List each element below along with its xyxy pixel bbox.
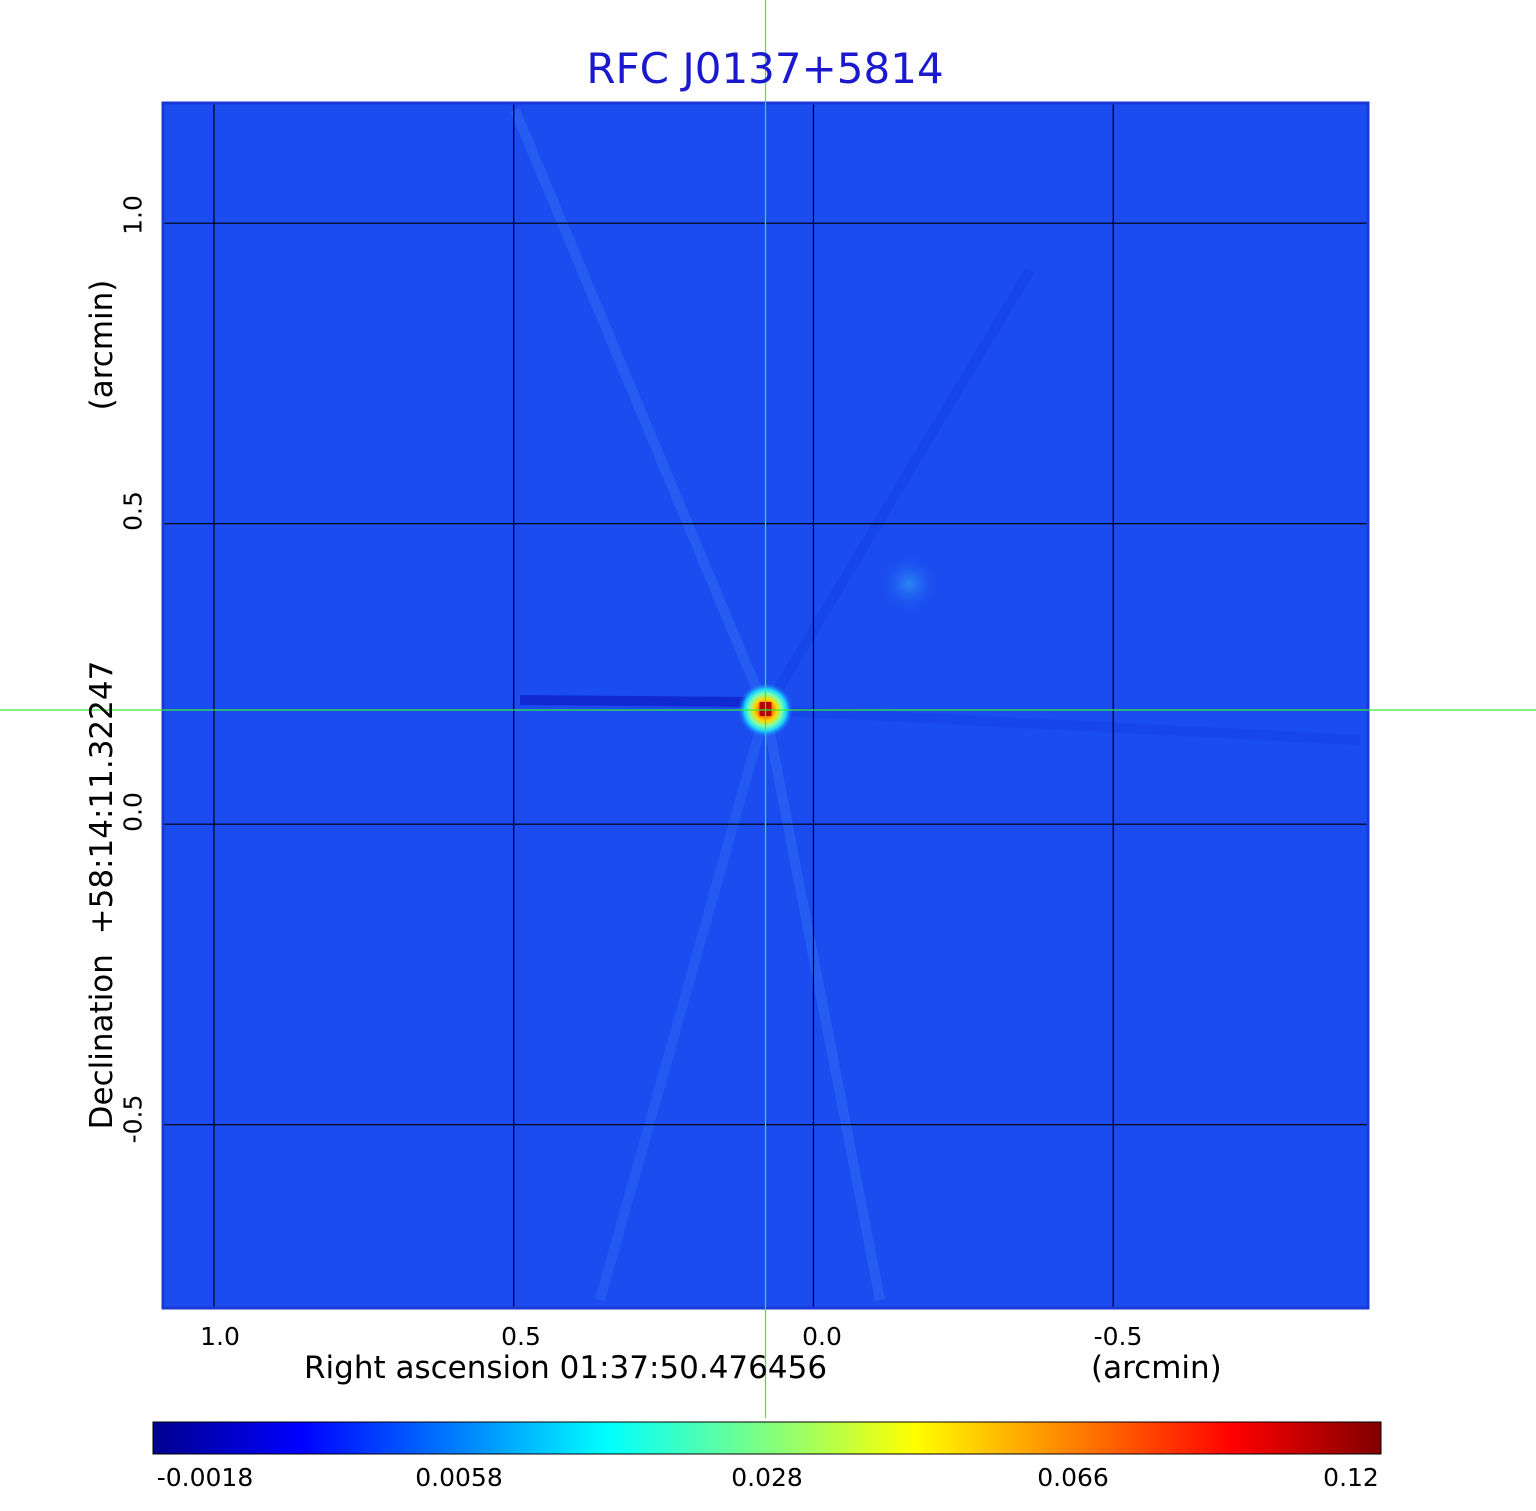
x-tick-label: 1.0 xyxy=(200,1322,240,1351)
colorbar-tick-label: 0.066 xyxy=(1037,1463,1109,1492)
colorbar-tick-label: -0.0018 xyxy=(156,1463,254,1492)
colorbar-tick-label: 0.0058 xyxy=(415,1463,503,1492)
sidelobe-streak xyxy=(760,709,885,1301)
sidelobe-streak xyxy=(765,705,1361,745)
sidelobe-streak xyxy=(595,708,771,1302)
x-axis-unit: (arcmin) xyxy=(1091,1350,1222,1386)
colorbar xyxy=(152,1421,1382,1455)
x-tick-label: 0.5 xyxy=(501,1322,541,1351)
x-axis-label: Right ascension 01:37:50.476456 xyxy=(304,1350,828,1386)
y-axis-label: Declination +58:14:11.32247 xyxy=(84,660,120,1130)
x-tick-label: -0.5 xyxy=(1093,1322,1143,1351)
secondary-emission xyxy=(877,551,942,616)
y-tick-label: -0.5 xyxy=(118,1094,148,1144)
sidelobe-streak xyxy=(761,267,1035,713)
sidelobe-streak xyxy=(510,108,771,712)
sidelobe-streak xyxy=(519,695,746,707)
y-tick-label: 1.0 xyxy=(118,195,148,235)
colorbar-tick-label: 0.028 xyxy=(731,1463,803,1492)
colorbar-tick-label: 0.12 xyxy=(1323,1463,1379,1492)
chart-title: RFC J0137+5814 xyxy=(586,44,944,93)
y-tick-label: 0.5 xyxy=(118,491,148,531)
y-axis-unit: (arcmin) xyxy=(84,279,120,411)
y-tick-label: 0.0 xyxy=(118,792,148,832)
crosshair xyxy=(0,0,1536,1418)
x-tick-label: 0.0 xyxy=(802,1322,842,1351)
colorbar-gradient xyxy=(152,1421,1382,1455)
